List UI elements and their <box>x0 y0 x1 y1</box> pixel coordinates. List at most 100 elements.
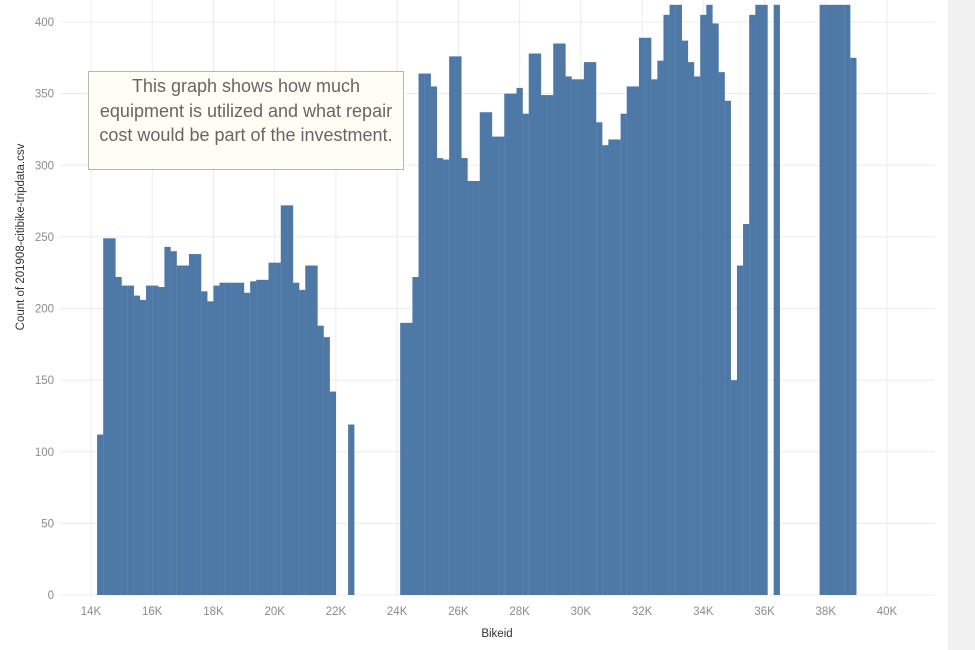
histogram-bar[interactable] <box>449 56 456 595</box>
histogram-bar[interactable] <box>743 223 750 596</box>
histogram-bar[interactable] <box>694 76 701 595</box>
histogram-bar[interactable] <box>504 93 511 595</box>
histogram-bar[interactable] <box>139 299 147 595</box>
histogram-bar[interactable] <box>831 4 839 596</box>
histogram-bar[interactable] <box>663 14 670 595</box>
histogram-bar[interactable] <box>516 87 523 596</box>
histogram-bar[interactable] <box>311 265 318 595</box>
histogram-bar[interactable] <box>510 93 517 595</box>
histogram-bar[interactable] <box>589 62 597 596</box>
histogram-bar[interactable] <box>825 4 832 596</box>
histogram-bar[interactable] <box>329 391 337 595</box>
histogram-bar[interactable] <box>522 113 529 596</box>
histogram-bar[interactable] <box>219 282 226 595</box>
histogram-bar[interactable] <box>479 112 487 595</box>
histogram-bar[interactable] <box>700 14 707 595</box>
histogram-bar[interactable] <box>406 322 413 595</box>
histogram-bar[interactable] <box>675 4 682 596</box>
histogram-bar[interactable] <box>170 251 177 595</box>
histogram-bar[interactable] <box>461 158 468 595</box>
histogram-bar[interactable] <box>749 14 756 595</box>
histogram-bar[interactable] <box>176 265 183 595</box>
histogram-bar[interactable] <box>724 100 731 595</box>
histogram-bar[interactable] <box>718 72 725 595</box>
histogram-bar[interactable] <box>127 285 134 595</box>
histogram-bar[interactable] <box>626 86 633 596</box>
histogram-bar[interactable] <box>237 282 245 595</box>
histogram-bar[interactable] <box>182 265 190 595</box>
histogram-bar[interactable] <box>244 292 251 595</box>
histogram-bar[interactable] <box>299 289 306 595</box>
histogram-bar[interactable] <box>418 73 425 595</box>
histogram-bar[interactable] <box>761 4 768 596</box>
histogram-bar[interactable] <box>164 246 171 595</box>
histogram-bar[interactable] <box>565 76 572 595</box>
histogram-bar[interactable] <box>443 159 450 595</box>
histogram-bar[interactable] <box>293 282 300 595</box>
histogram-bar[interactable] <box>207 301 214 595</box>
histogram-bar[interactable] <box>498 136 505 595</box>
histogram-bar[interactable] <box>577 79 585 596</box>
histogram-bar[interactable] <box>225 282 232 595</box>
histogram-bar[interactable] <box>528 53 536 595</box>
histogram-bar[interactable] <box>706 4 713 596</box>
histogram-bar[interactable] <box>152 285 159 595</box>
histogram-bar[interactable] <box>317 325 324 595</box>
histogram-bar[interactable] <box>608 139 615 595</box>
histogram-bar[interactable] <box>348 424 355 595</box>
histogram-bar[interactable] <box>412 276 419 595</box>
histogram-bar[interactable] <box>158 287 165 595</box>
histogram-bar[interactable] <box>305 265 312 595</box>
histogram-bar[interactable] <box>262 279 269 595</box>
histogram-bar[interactable] <box>467 181 474 595</box>
histogram-bar[interactable] <box>620 113 627 596</box>
histogram-bar[interactable] <box>274 262 281 595</box>
histogram-bar[interactable] <box>109 238 116 595</box>
histogram-bar[interactable] <box>645 37 652 595</box>
histogram-bar[interactable] <box>547 95 554 596</box>
histogram-bar[interactable] <box>231 282 239 595</box>
histogram-bar[interactable] <box>121 285 128 595</box>
histogram-bar[interactable] <box>424 73 431 595</box>
histogram-bar[interactable] <box>596 122 603 596</box>
histogram-bar[interactable] <box>188 254 196 595</box>
histogram-bar[interactable] <box>250 281 257 595</box>
histogram-bar[interactable] <box>755 4 762 596</box>
histogram-bar[interactable] <box>430 86 438 596</box>
histogram-bar[interactable] <box>213 285 220 595</box>
histogram-bar[interactable] <box>837 4 845 596</box>
histogram-bar[interactable] <box>730 380 738 595</box>
histogram-bar[interactable] <box>819 4 826 596</box>
histogram-bar[interactable] <box>280 205 288 596</box>
histogram-bar[interactable] <box>844 4 851 596</box>
histogram-bar[interactable] <box>657 60 664 596</box>
histogram-bar[interactable] <box>195 254 202 595</box>
histogram-bar[interactable] <box>268 262 275 595</box>
histogram-bar[interactable] <box>97 434 104 595</box>
histogram-bar[interactable] <box>632 86 640 596</box>
histogram-bar[interactable] <box>473 181 480 595</box>
histogram-bar[interactable] <box>602 145 609 595</box>
histogram-bar[interactable] <box>201 291 208 595</box>
histogram-bar[interactable] <box>712 23 719 596</box>
histogram-bar[interactable] <box>103 238 110 595</box>
histogram-bar[interactable] <box>436 158 444 595</box>
histogram-bar[interactable] <box>455 56 462 595</box>
histogram-bar[interactable] <box>323 337 330 595</box>
histogram-bar[interactable] <box>638 37 646 595</box>
histogram-bar[interactable] <box>651 79 658 596</box>
histogram-bar[interactable] <box>583 62 591 596</box>
histogram-bar[interactable] <box>256 279 263 595</box>
histogram-bar[interactable] <box>614 139 621 595</box>
histogram-bar[interactable] <box>534 53 542 595</box>
histogram-bar[interactable] <box>681 40 689 596</box>
histogram-bar[interactable] <box>400 322 407 595</box>
histogram-bar[interactable] <box>736 265 744 595</box>
histogram-bar[interactable] <box>485 112 493 595</box>
histogram-bar[interactable] <box>146 285 153 595</box>
histogram-bar[interactable] <box>559 43 566 596</box>
histogram-bar[interactable] <box>850 57 857 595</box>
histogram-bar[interactable] <box>687 62 695 596</box>
histogram-bar[interactable] <box>115 276 122 595</box>
histogram-bar[interactable] <box>492 136 499 595</box>
